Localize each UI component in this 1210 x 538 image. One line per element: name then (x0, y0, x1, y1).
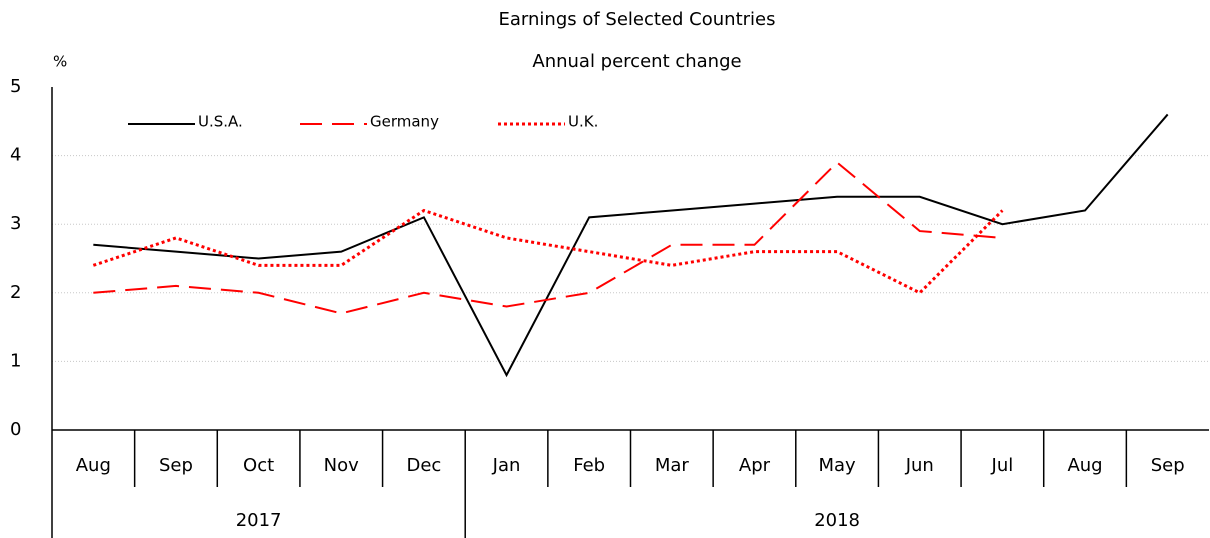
x-tick-label: May (818, 455, 856, 476)
series-line (93, 113, 1169, 378)
x-tick-label: Dec (406, 455, 441, 476)
y-tick-label: 0 (10, 419, 21, 440)
x-tick-label: Nov (324, 455, 359, 476)
x-tick-label: Oct (243, 455, 274, 476)
x-tick-label: Aug (1067, 455, 1102, 476)
chart-title: Earnings of Selected Countries (499, 9, 776, 30)
legend-label: Germany (370, 113, 439, 131)
series-line (93, 161, 1003, 315)
x-tick-label: Feb (573, 455, 605, 476)
x-tick-label: Jan (492, 455, 521, 476)
y-tick-label: 1 (10, 350, 21, 371)
y-tick-label: 4 (10, 145, 21, 166)
x-tick-label: Aug (76, 455, 111, 476)
y-tick-label: 3 (10, 213, 21, 234)
x-tick-label: Sep (1151, 455, 1185, 476)
x-tick-label: Mar (655, 455, 690, 476)
year-label: 2017 (236, 510, 282, 531)
y-tick-label: 5 (10, 76, 21, 97)
x-tick-label: Jun (905, 455, 934, 476)
x-tick-label: Jul (991, 455, 1014, 476)
year-label: 2018 (814, 510, 860, 531)
x-tick-label: Sep (159, 455, 193, 476)
legend-label: U.S.A. (198, 113, 243, 131)
y-tick-label: 2 (10, 282, 21, 303)
x-tick-label: Apr (739, 455, 771, 476)
chart-subtitle: Annual percent change (532, 51, 741, 72)
series-line (92, 208, 1004, 295)
legend-label: U.K. (568, 113, 598, 131)
y-unit: % (53, 53, 67, 71)
